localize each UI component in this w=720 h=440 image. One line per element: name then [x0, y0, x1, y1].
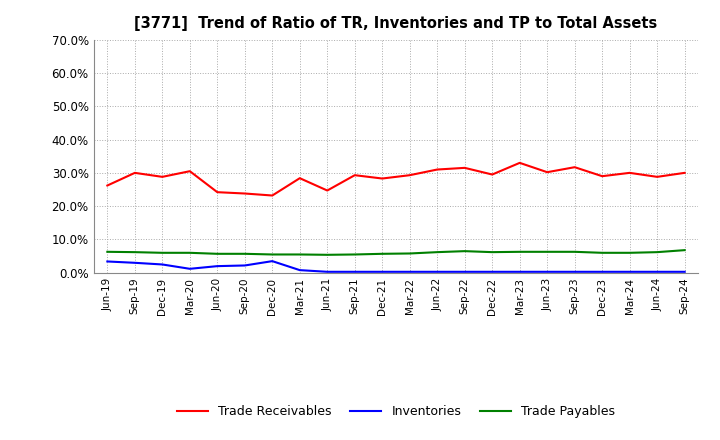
Trade Receivables — [186, 169, 194, 174]
Line: Inventories: Inventories — [107, 261, 685, 272]
Inventories — [240, 263, 249, 268]
Trade Payables — [186, 250, 194, 256]
Trade Payables — [240, 251, 249, 257]
Trade Payables — [323, 252, 332, 257]
Trade Payables — [103, 249, 112, 254]
Trade Receivables — [268, 193, 276, 198]
Trade Payables — [598, 250, 606, 256]
Trade Receivables — [488, 172, 497, 177]
Inventories — [653, 269, 662, 275]
Trade Payables — [543, 249, 552, 254]
Inventories — [295, 268, 304, 273]
Trade Receivables — [213, 190, 222, 195]
Trade Receivables — [570, 165, 579, 170]
Inventories — [103, 259, 112, 264]
Trade Receivables — [433, 167, 441, 172]
Inventories — [378, 269, 387, 275]
Trade Payables — [158, 250, 166, 256]
Trade Receivables — [598, 173, 606, 179]
Trade Receivables — [240, 191, 249, 196]
Line: Trade Payables: Trade Payables — [107, 250, 685, 255]
Trade Payables — [295, 252, 304, 257]
Inventories — [460, 269, 469, 275]
Inventories — [598, 269, 606, 275]
Trade Payables — [213, 251, 222, 257]
Trade Receivables — [295, 176, 304, 181]
Trade Payables — [351, 252, 359, 257]
Inventories — [186, 266, 194, 271]
Inventories — [158, 262, 166, 267]
Trade Payables — [680, 248, 689, 253]
Inventories — [268, 258, 276, 264]
Trade Payables — [433, 249, 441, 255]
Inventories — [488, 269, 497, 275]
Trade Payables — [405, 251, 414, 256]
Inventories — [626, 269, 634, 275]
Trade Receivables — [103, 183, 112, 188]
Inventories — [543, 269, 552, 275]
Inventories — [323, 269, 332, 275]
Inventories — [516, 269, 524, 275]
Inventories — [570, 269, 579, 275]
Inventories — [213, 264, 222, 269]
Trade Payables — [460, 249, 469, 254]
Inventories — [130, 260, 139, 265]
Trade Receivables — [460, 165, 469, 170]
Trade Payables — [378, 251, 387, 257]
Trade Payables — [653, 249, 662, 255]
Trade Receivables — [653, 174, 662, 180]
Inventories — [680, 269, 689, 275]
Trade Payables — [488, 249, 497, 255]
Line: Trade Receivables: Trade Receivables — [107, 163, 685, 195]
Trade Receivables — [680, 170, 689, 176]
Trade Payables — [130, 249, 139, 255]
Trade Receivables — [543, 169, 552, 175]
Inventories — [351, 269, 359, 275]
Inventories — [405, 269, 414, 275]
Legend: Trade Receivables, Inventories, Trade Payables: Trade Receivables, Inventories, Trade Pa… — [171, 400, 621, 423]
Trade Receivables — [130, 170, 139, 176]
Trade Receivables — [516, 160, 524, 165]
Trade Payables — [626, 250, 634, 256]
Trade Receivables — [323, 188, 332, 193]
Title: [3771]  Trend of Ratio of TR, Inventories and TP to Total Assets: [3771] Trend of Ratio of TR, Inventories… — [135, 16, 657, 32]
Inventories — [433, 269, 441, 275]
Trade Payables — [516, 249, 524, 254]
Trade Payables — [268, 252, 276, 257]
Trade Receivables — [626, 170, 634, 176]
Trade Receivables — [378, 176, 387, 181]
Trade Receivables — [158, 174, 166, 180]
Trade Receivables — [351, 172, 359, 178]
Trade Receivables — [405, 172, 414, 178]
Trade Payables — [570, 249, 579, 254]
